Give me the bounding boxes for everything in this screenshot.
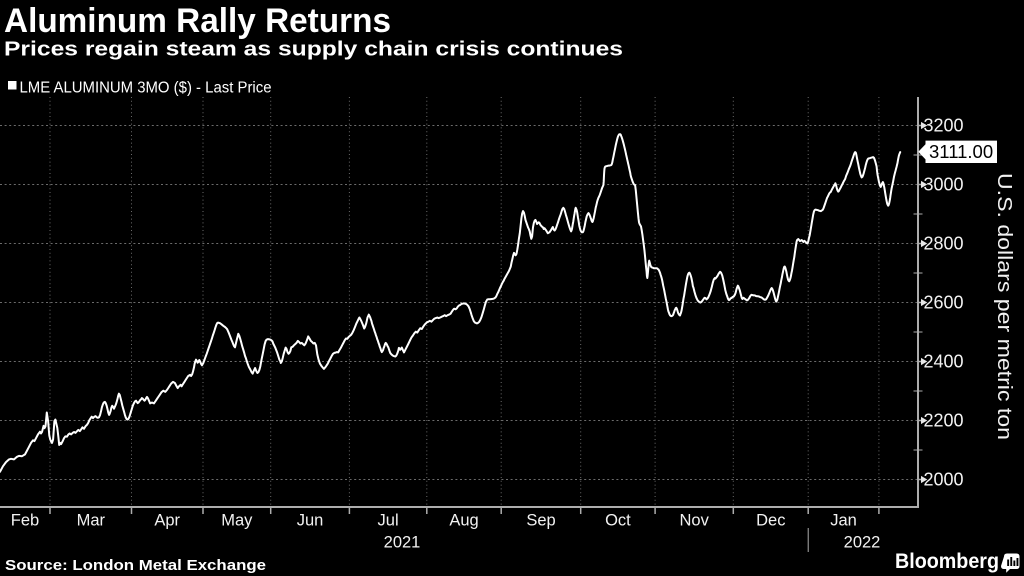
- svg-text:Apr: Apr: [154, 512, 180, 530]
- svg-text:3200: 3200: [924, 116, 964, 136]
- svg-text:Jun: Jun: [297, 512, 324, 530]
- svg-text:3111.00: 3111.00: [929, 141, 993, 162]
- svg-text:LME ALUMINUM 3MO ($) - Last Pr: LME ALUMINUM 3MO ($) - Last Price: [20, 80, 272, 97]
- svg-text:U.S. dollars per metric ton: U.S. dollars per metric ton: [993, 173, 1015, 440]
- svg-text:2600: 2600: [924, 293, 964, 313]
- svg-text:2200: 2200: [924, 411, 964, 431]
- svg-text:Jan: Jan: [830, 512, 857, 530]
- svg-text:2400: 2400: [924, 352, 964, 372]
- svg-text:May: May: [221, 512, 253, 530]
- svg-text:3000: 3000: [924, 175, 964, 195]
- svg-text:Aug: Aug: [449, 512, 478, 530]
- svg-text:Prices regain steam as supply: Prices regain steam as supply chain cris…: [4, 39, 623, 61]
- svg-text:Feb: Feb: [11, 512, 39, 530]
- svg-text:Nov: Nov: [680, 512, 710, 530]
- svg-text:2021: 2021: [384, 534, 421, 552]
- svg-text:Aluminum Rally Returns: Aluminum Rally Returns: [4, 2, 391, 40]
- svg-text:Jul: Jul: [378, 512, 399, 530]
- svg-text:Source: London Metal Exchange: Source: London Metal Exchange: [5, 557, 266, 574]
- svg-text:2022: 2022: [844, 534, 881, 552]
- svg-text:Sep: Sep: [526, 512, 555, 530]
- svg-text:Oct: Oct: [605, 512, 631, 530]
- svg-text:Dec: Dec: [756, 512, 785, 530]
- svg-text:2800: 2800: [924, 234, 964, 254]
- svg-text:Mar: Mar: [77, 512, 106, 530]
- svg-text:Bloomberg: Bloomberg: [895, 550, 999, 573]
- svg-text:2000: 2000: [924, 470, 964, 490]
